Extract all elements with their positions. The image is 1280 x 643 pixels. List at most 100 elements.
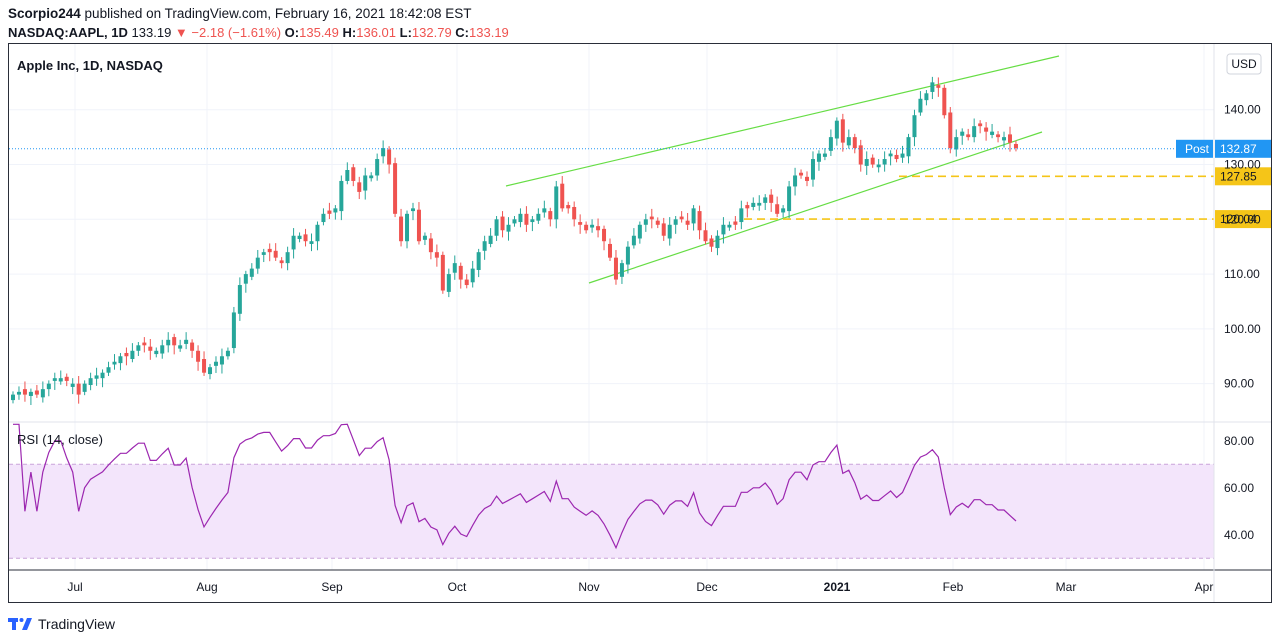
candle-body (751, 202, 756, 207)
post-tag-label: Post (1185, 142, 1210, 156)
candle-body (584, 224, 589, 231)
x-tick-label: Aug (196, 580, 217, 594)
candle-body (996, 134, 1001, 138)
candle-body (297, 235, 302, 240)
candle-body (172, 337, 177, 346)
candle-body (548, 211, 553, 220)
chart-canvas[interactable]: 127.85 120.04 Jul Aug Sep Oct Nov Dec 2021 Feb Ma… (9, 44, 1271, 602)
candle-body (410, 208, 415, 212)
rsi-series (13, 423, 1017, 550)
candle-body (112, 361, 117, 365)
candle-body (769, 194, 774, 203)
rsi-zone (9, 464, 1214, 559)
x-tick-label: Feb (943, 580, 964, 594)
y-tick-label: 90.00 (1224, 377, 1254, 391)
candle-body (763, 197, 768, 203)
published-text: published on TradingView.com, February 1… (84, 6, 472, 21)
candle-body (709, 238, 714, 247)
candle-body (291, 235, 296, 250)
candle-body (375, 159, 380, 176)
brand-name[interactable]: TradingView (38, 616, 116, 632)
candle-body (906, 137, 911, 157)
candle-body (422, 235, 427, 240)
candle-body (190, 342, 195, 351)
channel-upper-line[interactable] (505, 55, 1060, 187)
candle-body (339, 180, 344, 212)
candle-body (279, 260, 284, 264)
candle-body (405, 213, 410, 242)
candle-body (196, 350, 201, 362)
candle-body (52, 378, 57, 381)
candle-body (82, 383, 87, 392)
candle-body (799, 172, 804, 176)
candle-body (787, 186, 792, 212)
candle-body (805, 176, 810, 181)
candle-body (608, 243, 612, 258)
candle-body (333, 208, 338, 213)
candle-body (566, 205, 571, 209)
candle-body (745, 205, 750, 209)
x-tick-label: Dec (696, 580, 717, 594)
candle-body (28, 391, 33, 396)
candle-body (506, 224, 511, 232)
candle-body (88, 378, 93, 386)
candle-body (225, 350, 230, 357)
candle-body (775, 204, 780, 214)
trend-channel[interactable] (505, 55, 1060, 284)
candle-body (482, 241, 487, 251)
candle-body (76, 383, 81, 395)
grid-lines (9, 44, 1214, 570)
candle-body (70, 383, 75, 387)
candle-body (249, 268, 254, 277)
candle-body (560, 183, 565, 209)
candle-body (315, 224, 320, 242)
candle-body (715, 235, 720, 249)
candle-body (46, 383, 51, 390)
candle-body (40, 389, 45, 398)
publisher-name[interactable]: Scorpio244 (8, 6, 81, 21)
rsi-line (13, 423, 1017, 550)
support-lines[interactable]: 127.85 120.04 (744, 167, 1271, 229)
tradingview-logo-icon[interactable] (8, 617, 32, 631)
candle-body (619, 263, 624, 277)
low-value: 132.79 (411, 25, 452, 40)
candle-body (500, 216, 505, 231)
candle-body (685, 220, 690, 225)
candle-body (602, 228, 607, 242)
candle-body (733, 221, 738, 225)
post-price-badge (1215, 139, 1271, 158)
x-tick-label: Sep (321, 580, 343, 594)
candle-body (452, 263, 457, 273)
channel-lower-line[interactable] (588, 131, 1043, 284)
candle-body (697, 211, 702, 231)
x-tick-label: Oct (448, 580, 467, 594)
candle-body (984, 127, 989, 132)
candle-body (136, 345, 141, 351)
post-price-label: 132.87 (1220, 142, 1257, 156)
y-tick-label: 120.00 (1224, 212, 1261, 226)
candle-body (888, 153, 893, 157)
rsi-band (9, 463, 1214, 559)
candle-body (673, 219, 678, 225)
candle-body (596, 226, 601, 231)
candle-body (643, 219, 648, 225)
candle-body (255, 257, 260, 269)
candle-body (655, 220, 660, 225)
currency-button[interactable]: USD (1226, 53, 1262, 75)
chart-frame[interactable]: 127.85 120.04 Jul Aug Sep Oct Nov Dec 2021 Feb Ma… (8, 43, 1272, 603)
candle-body (625, 246, 630, 265)
candle-body (387, 149, 392, 165)
support-label: 120.04 (1220, 212, 1257, 226)
candle-body (393, 163, 398, 214)
y-tick-label: 110.00 (1224, 267, 1260, 281)
y-tick-label: 100.00 (1224, 322, 1261, 336)
candle-body (261, 252, 266, 255)
change-arrow-icon: ▼ (174, 25, 188, 40)
candle-body (757, 202, 762, 206)
candle-body (213, 361, 218, 366)
publish-info: Scorpio244 published on TradingView.com,… (8, 4, 1272, 23)
candle-body (434, 252, 439, 258)
candle-body (900, 153, 905, 158)
support-badge (1215, 210, 1271, 229)
candle-body (960, 131, 965, 136)
